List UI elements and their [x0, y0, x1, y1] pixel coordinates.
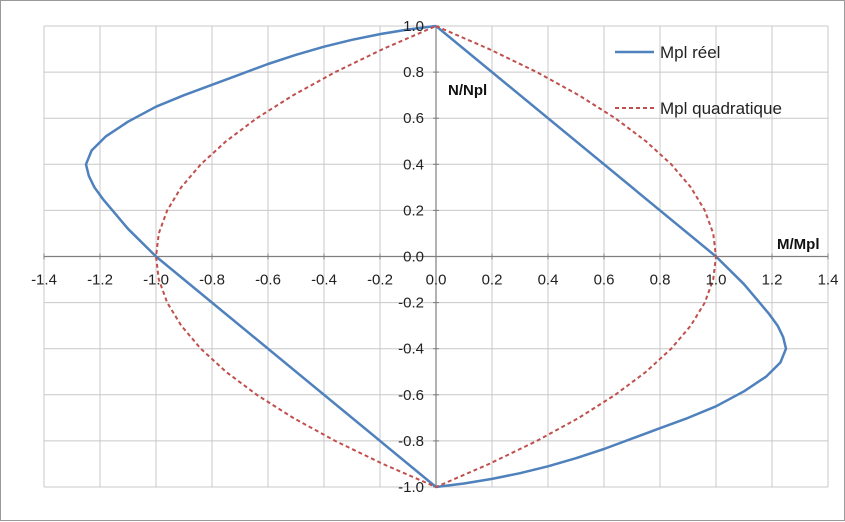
tick-labels: -1.4 -1.2 -1.0 -0.8 -0.6 -0.4 -0.2 0.0 0.2 0.4 0.6… — [31, 18, 838, 496]
x-tick-label: 1.0 — [706, 272, 727, 289]
x-tick-label: -0.4 — [311, 272, 337, 289]
x-axis-title: M/Mpl — [777, 236, 820, 253]
y-tick-label: -1.0 — [398, 479, 424, 496]
y-tick-label: -0.8 — [398, 433, 424, 450]
x-tick-label: 0.8 — [650, 272, 671, 289]
y-tick-label: -0.4 — [398, 341, 424, 358]
x-tick-label: -0.6 — [255, 272, 281, 289]
x-tick-label: -0.2 — [367, 272, 393, 289]
x-tick-label: -1.2 — [87, 272, 113, 289]
x-tick-label: 0.2 — [482, 272, 503, 289]
y-tick-label: 0.2 — [403, 202, 424, 219]
x-tick-label: 1.2 — [762, 272, 783, 289]
legend: Mpl réel Mpl quadratique — [615, 43, 782, 118]
y-tick-label: 0.0 — [403, 249, 424, 266]
x-tick-label: -1.4 — [31, 272, 57, 289]
y-tick-label: -0.6 — [398, 387, 424, 404]
y-axis-title: N/Npl — [448, 82, 487, 99]
x-tick-label: -0.8 — [199, 272, 225, 289]
y-tick-label: -0.2 — [398, 295, 424, 312]
x-tick-label: 0.4 — [538, 272, 559, 289]
y-tick-label: 1.0 — [403, 18, 424, 35]
x-tick-label: -1.0 — [143, 272, 169, 289]
legend-label-mpl-reel: Mpl réel — [660, 43, 720, 62]
y-tick-label: 0.4 — [403, 156, 424, 173]
legend-label-mpl-quadratique: Mpl quadratique — [660, 99, 782, 118]
series-line-mpl-quadratique — [155, 25, 717, 488]
series-layer — [84, 24, 788, 489]
x-tick-label: 1.4 — [818, 272, 839, 289]
x-tick-label: 0.6 — [594, 272, 615, 289]
x-tick-label: 0.0 — [426, 272, 447, 289]
y-tick-label: 0.6 — [403, 110, 424, 127]
axes — [43, 25, 829, 488]
y-tick-label: 0.8 — [403, 64, 424, 81]
